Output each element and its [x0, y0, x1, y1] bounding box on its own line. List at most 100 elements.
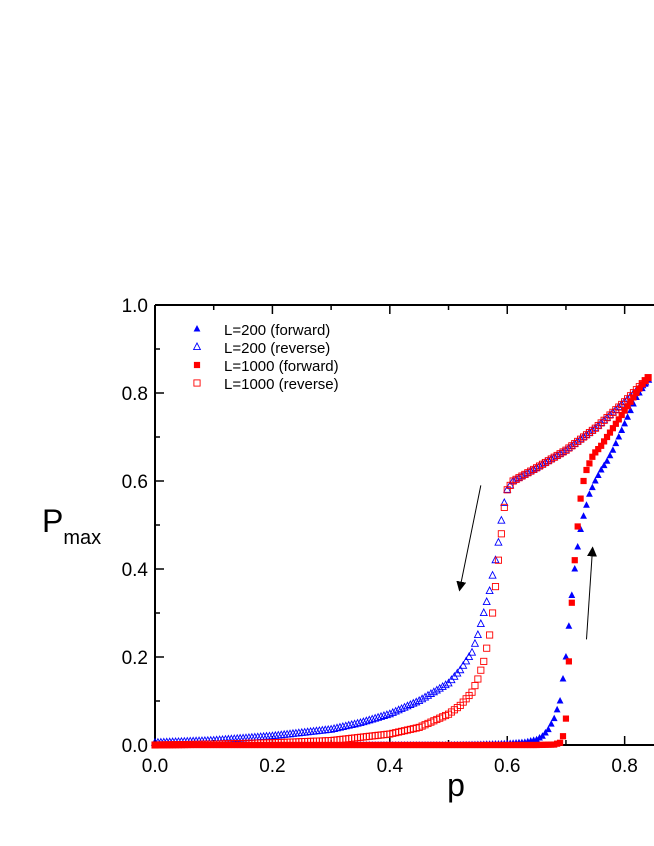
data-point	[415, 696, 424, 704]
annotation-layer	[456, 485, 598, 640]
data-point	[571, 557, 578, 564]
data-point	[486, 631, 494, 639]
data-point	[618, 426, 626, 433]
data-point	[565, 658, 572, 665]
data-point	[500, 503, 508, 511]
x-tick-label: 0.4	[377, 756, 404, 777]
y-axis-title-sub: max	[63, 527, 101, 549]
data-point	[365, 715, 374, 724]
data-point	[539, 732, 546, 739]
data-point	[476, 619, 485, 627]
data-point	[482, 597, 491, 605]
data-point	[494, 537, 503, 546]
legend-marker	[193, 325, 201, 332]
data-point	[491, 583, 500, 591]
y-tick-label: 0.4	[122, 560, 149, 581]
y-tick-label: 0.8	[122, 384, 148, 405]
data-point	[471, 682, 479, 690]
data-point	[562, 653, 570, 660]
data-point	[586, 490, 593, 497]
data-point	[606, 451, 614, 459]
data-point	[565, 622, 573, 629]
data-point	[344, 720, 353, 729]
x-tick-label: 0.8	[611, 756, 637, 777]
data-point	[627, 406, 634, 414]
data-point	[359, 717, 368, 726]
data-point	[618, 411, 625, 419]
data-point	[603, 433, 611, 441]
data-point	[612, 420, 619, 427]
data-point	[601, 438, 608, 445]
data-point	[624, 413, 631, 420]
data-point	[477, 666, 485, 674]
data-point	[435, 683, 444, 692]
y-axis-title-main: P	[42, 503, 63, 539]
data-point	[326, 724, 336, 733]
legend-label: L=200 (forward)	[224, 322, 330, 339]
arrow-annotation	[585, 546, 598, 640]
data-point	[368, 714, 377, 723]
series-layer	[150, 374, 653, 749]
legend: L=200 (forward)L=200 (reverse)L=1000 (fo…	[192, 322, 339, 393]
data-point	[356, 718, 365, 726]
legend-marker	[193, 379, 201, 387]
tick-labels: 0.0 0.2 0.4 0.6 0.8 0.0 0.2 0.4 0.6 0.8 1.0	[122, 296, 638, 777]
data-point	[489, 609, 497, 617]
data-point	[541, 728, 549, 736]
data-point	[609, 446, 617, 453]
data-point	[353, 718, 362, 727]
data-point	[536, 733, 543, 741]
data-point	[494, 556, 502, 564]
data-point	[483, 644, 491, 652]
data-point	[586, 460, 593, 467]
data-point	[474, 675, 482, 683]
data-point	[603, 457, 611, 464]
y-tick-label: 0.2	[122, 648, 148, 669]
x-tick-label: 0.6	[494, 756, 520, 777]
data-point	[588, 483, 596, 491]
data-point	[338, 721, 347, 730]
data-point	[544, 725, 552, 733]
data-point	[615, 416, 622, 423]
data-point	[568, 591, 576, 598]
data-point	[371, 713, 380, 722]
data-point	[376, 711, 386, 720]
y-tick-label: 0.0	[122, 736, 148, 757]
data-point	[467, 647, 477, 656]
data-point	[609, 425, 617, 432]
data-point	[550, 714, 558, 722]
x-axis-title: p	[447, 767, 465, 803]
data-point	[432, 685, 441, 694]
data-point	[598, 442, 605, 449]
data-point	[429, 687, 438, 696]
data-point	[580, 477, 587, 485]
legend-label: L=200 (reverse)	[224, 340, 330, 357]
data-point	[497, 530, 505, 538]
x-tick-label: 0.2	[259, 756, 285, 777]
data-point	[600, 461, 608, 469]
data-point	[621, 419, 629, 427]
data-point	[412, 697, 421, 706]
legend-label: L=1000 (reverse)	[224, 376, 339, 393]
data-point	[391, 706, 400, 715]
data-point	[580, 512, 587, 519]
data-point	[594, 471, 602, 479]
data-point	[597, 466, 605, 473]
data-point	[362, 716, 371, 725]
series-3	[151, 374, 652, 749]
data-point	[335, 722, 345, 731]
data-point	[417, 694, 427, 703]
data-point	[332, 723, 342, 732]
data-point	[462, 656, 471, 665]
data-point	[382, 710, 392, 719]
data-point	[406, 699, 415, 708]
data-point	[397, 703, 406, 712]
data-point	[423, 690, 433, 699]
y-tick-label: 0.6	[122, 472, 148, 493]
data-point	[589, 453, 596, 460]
data-point	[400, 702, 409, 711]
data-point	[559, 675, 567, 682]
data-point	[624, 403, 631, 410]
data-point	[488, 570, 497, 579]
